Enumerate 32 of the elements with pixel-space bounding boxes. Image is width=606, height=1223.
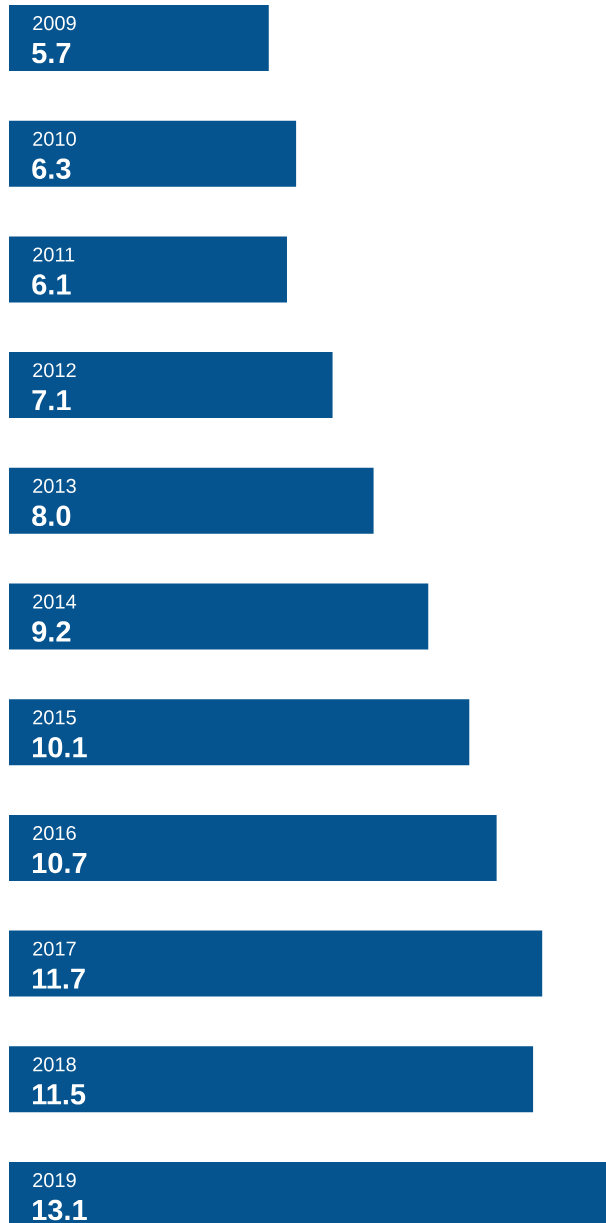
bar: [9, 583, 429, 650]
y-tick-label: 2009: [33, 16, 76, 31]
y-tick-label: 2013: [33, 478, 76, 493]
data-label: 8.0: [32, 505, 71, 527]
y-tick-label: 2011: [33, 247, 75, 262]
data-label: 10.1: [33, 736, 87, 758]
y-tick-label: 2017: [33, 941, 76, 956]
data-label: 5.7: [32, 43, 71, 64]
bar: [9, 120, 297, 187]
y-tick-label: 2016: [33, 825, 76, 841]
y-tick-label: 2015: [33, 710, 76, 725]
bar: [9, 5, 269, 72]
bar: [9, 930, 543, 997]
bar: [9, 699, 470, 766]
y-tick-label: 2010: [33, 131, 76, 146]
y-tick-label: 2012: [33, 363, 76, 378]
y-tick-label: 2014: [33, 594, 77, 609]
data-label: 11.5: [33, 1084, 86, 1105]
bar: [9, 814, 497, 881]
data-label: 7.1: [32, 390, 71, 411]
data-label: 11.7: [33, 968, 85, 989]
y-tick-label: 2018: [33, 1057, 76, 1072]
data-label: 9.2: [32, 621, 71, 642]
bar: [9, 236, 287, 303]
data-label: 13.1: [33, 1199, 87, 1221]
bar: [9, 1046, 534, 1113]
bar: [9, 352, 333, 419]
data-label: 6.1: [32, 274, 71, 295]
data-label: 10.7: [33, 852, 87, 874]
y-tick-label: 2019: [33, 1173, 76, 1188]
data-label: 6.3: [32, 158, 71, 180]
bar: [9, 467, 374, 534]
